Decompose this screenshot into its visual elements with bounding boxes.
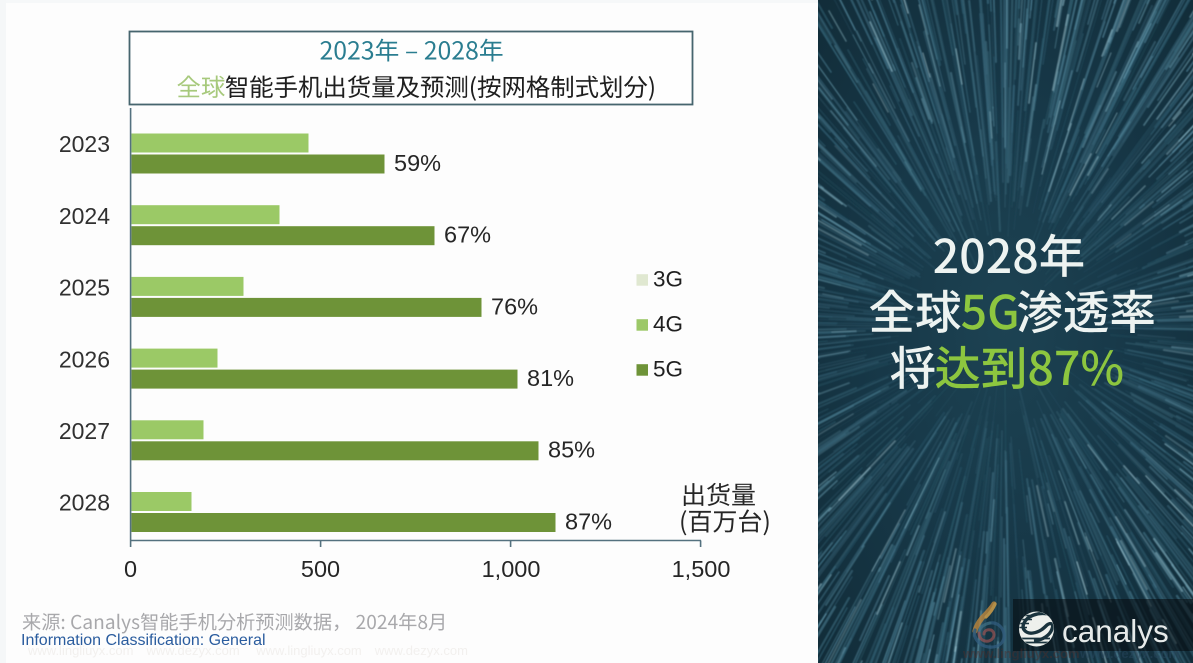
svg-text:500: 500 [301,556,340,582]
svg-text:www.dezyx.com: www.dezyx.com [1079,646,1180,661]
svg-text:81%: 81% [527,365,574,391]
svg-text:4G: 4G [653,312,683,337]
svg-text:85%: 85% [548,437,595,463]
svg-text:2024: 2024 [59,203,110,229]
svg-text:1,000: 1,000 [482,556,541,582]
svg-text:76%: 76% [491,293,538,319]
svg-text:1,500: 1,500 [672,556,731,582]
svg-text:www.lingliuyx.com: www.lingliuyx.com [962,646,1080,661]
svg-text:canalys: canalys [1062,613,1169,649]
svg-text:3G: 3G [653,267,683,292]
svg-text:Information Classification: Ge: Information Classification: General [21,632,266,649]
svg-text:87%: 87% [565,508,612,534]
svg-text:59%: 59% [394,150,441,176]
svg-text:2026: 2026 [59,346,110,372]
svg-text:2025: 2025 [59,275,110,301]
svg-text:2027: 2027 [59,418,110,444]
svg-text:5G: 5G [653,357,683,382]
svg-text:www.lingliuyx.com www.dezyx.co: www.lingliuyx.com www.dezyx.com www.ling… [27,643,468,658]
svg-text:2028: 2028 [59,490,110,516]
svg-text:67%: 67% [444,222,491,248]
svg-text:0: 0 [124,556,137,582]
svg-text:2023: 2023 [59,131,110,157]
